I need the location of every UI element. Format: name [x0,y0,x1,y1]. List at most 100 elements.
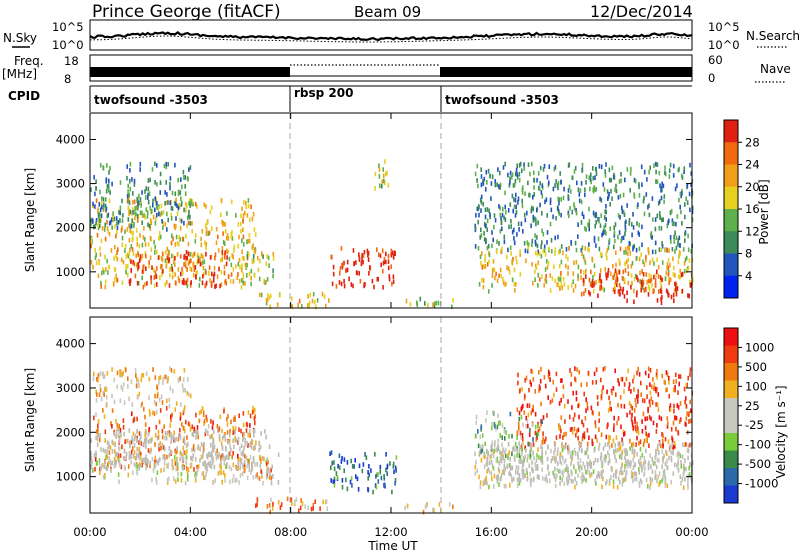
power-cell [103,227,106,232]
velocity-ground-scatter-cell [190,455,192,461]
power-cell [252,211,255,217]
velocity-cell [531,369,534,375]
power-cell [502,207,504,212]
power-cell [491,273,494,279]
velocity-ground-scatter-cell [145,430,148,435]
power-cell [528,192,530,198]
velocity-cell [542,436,544,442]
power-cell [369,265,371,270]
velocity-cell [548,371,551,377]
velocity-cell [538,388,540,393]
power-cell [684,269,686,274]
power-cell [613,174,615,180]
velocity-cell [268,503,271,508]
power-cell [381,179,383,184]
velocity-cell [575,432,577,438]
velocity-cell [118,435,121,440]
power-cell [175,197,177,203]
power-cell [102,207,105,212]
velocity-cell [333,479,336,485]
power-cell [101,226,104,231]
velocity-cell [687,481,689,486]
power-cell [237,272,239,277]
velocity-cell [164,436,166,441]
power-cell [110,217,113,222]
velocity-ground-scatter-cell [559,469,561,474]
velocity-cell [158,419,161,425]
power-cell [164,190,166,195]
power-cell [541,183,544,188]
power-cell [227,274,230,279]
power-cell [584,226,586,231]
velocity-ground-scatter-cell [590,471,593,477]
power-cell [387,265,390,271]
power-cell [550,238,553,243]
velocity-cell [489,455,492,460]
velocity-cell [210,419,212,424]
velocity-cell [608,434,610,440]
velocity-cell [655,372,658,377]
power-cell [111,225,113,230]
power-cell [592,176,595,181]
power-cell [170,264,173,269]
velocity-cell [113,377,116,383]
power-cell [204,223,207,228]
velocity-cell [252,405,254,411]
velocity-cell [362,462,365,467]
velocity-ground-scatter-cell [601,474,603,479]
velocity-ground-scatter-cell [584,465,586,470]
power-cell [654,278,657,283]
velocity-cell [636,370,638,376]
velocity-cell [125,367,127,373]
velocity-cell [666,458,668,464]
power-cell [536,177,538,183]
velocity-cell [350,458,352,464]
velocity-ground-scatter-cell [93,453,96,458]
velocity-cell [558,469,560,474]
velocity-cell [168,397,170,403]
velocity-ground-scatter-cell [634,448,636,454]
velocity-cell [569,451,572,457]
power-cell [145,186,148,191]
velocity-cell [537,447,539,452]
velocity-cell [174,460,176,465]
power-cell [496,249,498,255]
power-cell [491,243,493,249]
velocity-cell [260,459,262,464]
power-cell [660,195,663,201]
velocity-cell [619,395,622,400]
power-cell [238,257,241,263]
power-cell [97,221,100,226]
power-cell [156,200,158,206]
velocity-cell [586,428,589,433]
velocity-cell [644,416,646,422]
power-cell [174,225,176,231]
power-cell [142,264,144,270]
power-cell [638,222,640,228]
velocity-ground-scatter-cell [551,456,554,461]
power-cell [510,251,512,256]
power-cell [131,211,133,217]
power-cell [599,273,601,278]
velocity-ground-scatter-cell [531,460,533,465]
power-cell [607,267,610,273]
velocity-colorbar-label: Velocity [m s⁻¹] [774,385,788,478]
velocity-cell [106,371,109,376]
power-cell [172,236,174,242]
velocity-cell [486,410,488,415]
velocity-ground-scatter-cell [212,447,215,453]
velocity-cell [131,411,133,416]
power-cell [233,248,235,253]
power-cell [371,278,374,284]
power-cell [666,247,668,253]
velocity-cell [576,367,578,372]
velocity-cell [643,455,646,461]
power-cell [125,254,127,259]
power-cell [681,221,683,226]
velocity-cell [104,387,106,392]
power-cell [678,166,680,172]
velocity-cell [641,452,644,458]
velocity-cell [544,383,547,389]
